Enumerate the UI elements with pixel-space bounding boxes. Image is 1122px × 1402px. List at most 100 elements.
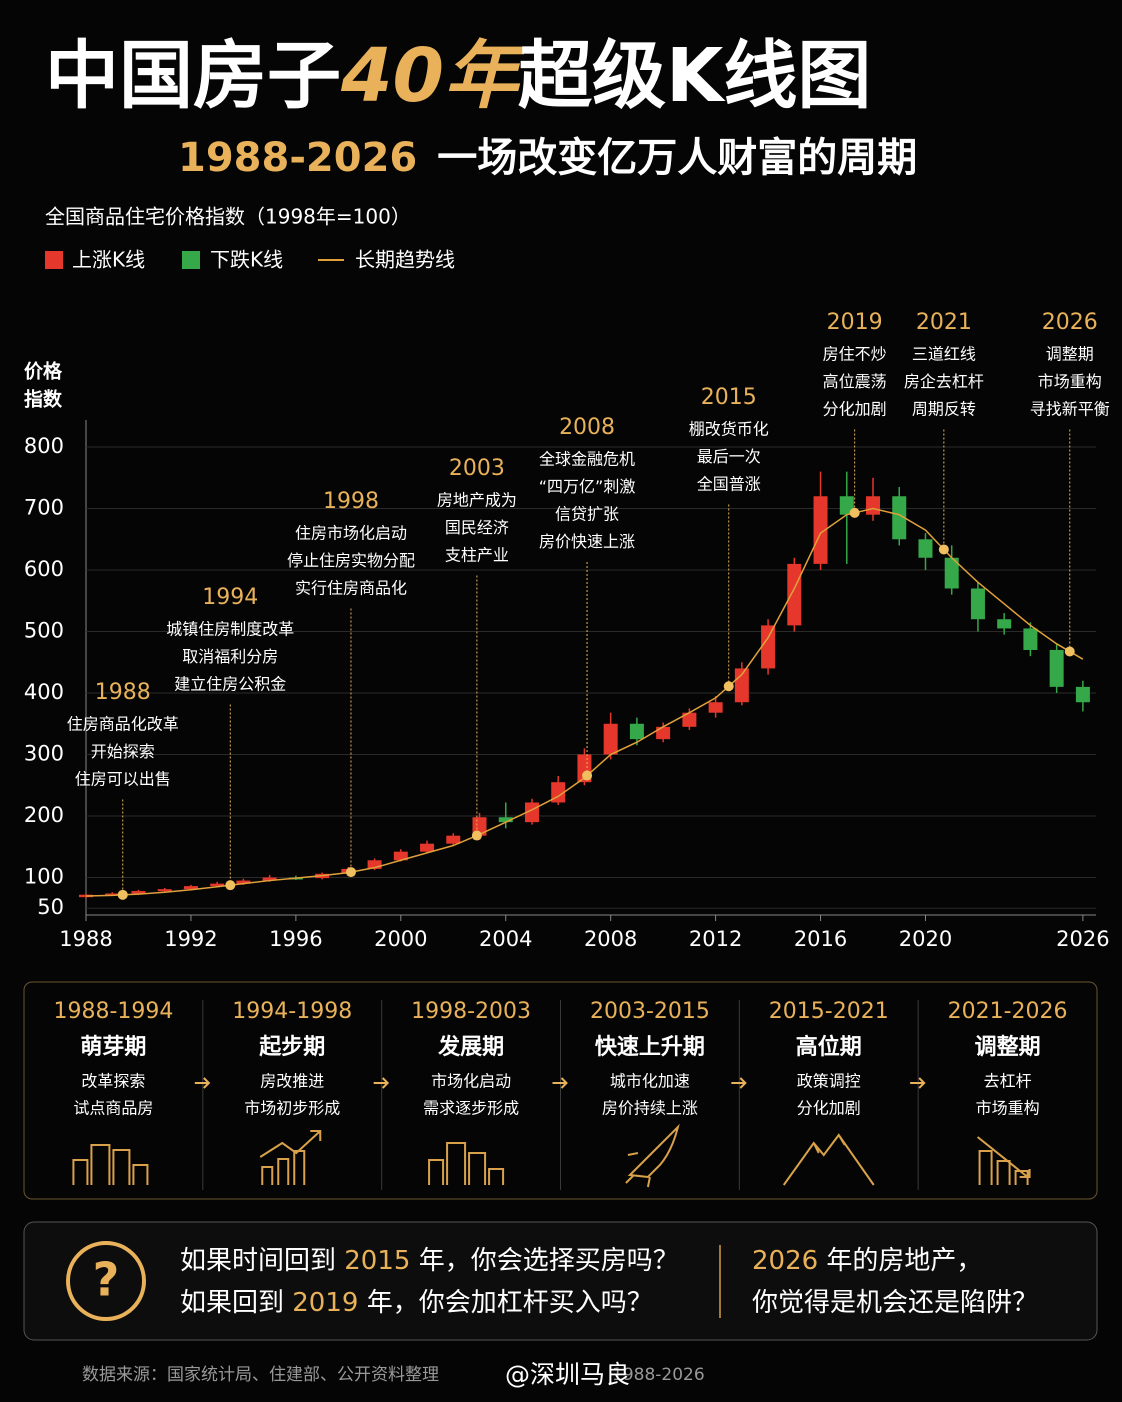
candle-body — [157, 889, 172, 892]
annotation-marker — [1064, 646, 1075, 657]
x-tick-label: 1988 — [59, 927, 112, 951]
phase-text: 市场初步形成 — [244, 1099, 340, 1118]
question-text: 如果时间回到 — [180, 1246, 344, 1276]
annotation-year: 2021 — [916, 310, 972, 335]
annotation-text: 棚改货币化 — [689, 420, 769, 439]
annotation-text: 寻找新平衡 — [1030, 400, 1110, 419]
annotation-text: 建立住房公积金 — [174, 675, 286, 694]
annotation-text: 取消福利分房 — [182, 647, 278, 666]
annotation-text: 全球金融危机 — [539, 450, 635, 469]
question-highlight: 2026 — [752, 1246, 818, 1276]
annotation-text: 住房商品化改革 — [67, 715, 179, 734]
annotation-marker — [723, 681, 734, 692]
annotation-text: 信贷扩张 — [555, 505, 619, 524]
annotation-year: 2008 — [559, 415, 615, 440]
annotation-marker — [471, 830, 482, 841]
title-highlight: 40年 — [340, 33, 526, 119]
question-text: 年，你会选择买房吗？ — [410, 1246, 678, 1276]
candle-body — [997, 619, 1012, 629]
y-tick-label: 700 — [24, 496, 64, 520]
annotation-text: 周期反转 — [912, 400, 976, 419]
candle-body — [787, 563, 802, 626]
y-tick-label: 100 — [24, 864, 64, 888]
phase-range: 1988-1994 — [53, 999, 173, 1024]
x-tick-label: 1996 — [269, 927, 322, 951]
watermark: @深圳马良 — [505, 1360, 630, 1389]
annotation-text: 调整期 — [1046, 345, 1094, 364]
footer-source: 数据来源：国家统计局、住建部、公开资料整理 — [82, 1365, 439, 1385]
candle-body — [131, 891, 146, 894]
candle-body — [183, 886, 198, 890]
phase-text: 政策调控 — [797, 1072, 861, 1091]
phase-name: 调整期 — [975, 1034, 1041, 1060]
annotation-text: 支柱产业 — [445, 546, 509, 565]
annotation-text: 最后一次 — [697, 447, 761, 466]
phase-icon — [625, 1123, 680, 1188]
candle-body — [970, 588, 985, 620]
title-part: 超级K线图 — [518, 33, 871, 119]
annotation-text: 三道红线 — [912, 345, 976, 364]
question-line: 如果时间回到 2015 年，你会选择买房吗？ — [180, 1246, 679, 1276]
candle-body — [656, 726, 671, 740]
annotation-text: 城镇住房制度改革 — [166, 620, 294, 639]
candle-body — [367, 860, 382, 869]
subtitle-text: 一场改变亿万人财富的周期 — [437, 135, 917, 181]
annotation-year: 2026 — [1042, 310, 1098, 335]
question-panel — [23, 1221, 1098, 1341]
title-part: 中国房子 — [45, 33, 341, 119]
annotation-text: 实行住房商品化 — [295, 579, 407, 598]
annotation-text: 市场重构 — [1038, 372, 1102, 391]
phase-text: 房价持续上涨 — [602, 1099, 698, 1118]
phase-icon — [976, 1136, 1031, 1185]
phase-name: 高位期 — [796, 1034, 862, 1060]
x-tick-label: 2012 — [689, 927, 742, 951]
annotation-text: 开始探索 — [91, 742, 155, 761]
phase-icon — [782, 1133, 875, 1186]
y-tick-label: 200 — [24, 803, 64, 827]
candle-body — [393, 851, 408, 861]
x-tick-label: 2000 — [374, 927, 427, 951]
y-label: 价格 — [24, 360, 63, 383]
candle-body — [918, 539, 933, 558]
y-tick-label: 500 — [24, 619, 64, 643]
annotation-text: 住房可以出售 — [75, 770, 171, 789]
phase-text: 需求逐步形成 — [423, 1099, 519, 1118]
phase-range: 1998-2003 — [411, 999, 531, 1024]
candle-body — [892, 496, 907, 540]
candle-body — [105, 893, 120, 896]
phase-arrow — [194, 1077, 211, 1089]
annotation-text: 房企去杠杆 — [904, 372, 984, 391]
footer-years: 1988-2026 — [612, 1365, 705, 1385]
annotation-year: 2003 — [449, 456, 505, 481]
question-highlight: 2015 — [344, 1246, 410, 1276]
phase-text: 去杠杆 — [984, 1072, 1032, 1091]
phase-range: 2003-2015 — [590, 999, 710, 1024]
candle-body — [236, 880, 251, 884]
annotation-marker — [117, 889, 128, 900]
question-highlight: 2019 — [292, 1288, 358, 1318]
legend-label: 上涨K线 — [72, 248, 145, 272]
annotation-text: 房价快速上涨 — [539, 532, 635, 551]
legend-swatch — [182, 251, 200, 269]
phase-text: 房改推进 — [260, 1072, 324, 1091]
annotation-marker — [345, 867, 356, 878]
candle-body — [682, 712, 697, 727]
x-tick-label: 2020 — [899, 927, 952, 951]
phase-arrow — [910, 1077, 926, 1089]
annotation-text: 停止住房实物分配 — [287, 551, 415, 570]
y-tick-label: 600 — [24, 557, 64, 581]
candle-body — [761, 625, 776, 669]
annotation-marker — [938, 544, 949, 555]
y-tick-label: 400 — [24, 680, 64, 704]
candle-body — [603, 723, 618, 755]
candle-body — [498, 817, 513, 823]
phase-name: 快速上升期 — [595, 1034, 705, 1060]
candle-body — [629, 723, 644, 740]
candle-body — [446, 835, 461, 844]
annotation-text: 房住不炒 — [823, 345, 887, 364]
y-label: 指数 — [24, 388, 63, 411]
candle-body — [708, 702, 723, 713]
annotation-text: 住房市场化启动 — [295, 524, 407, 543]
question-line: 2026 年的房地产， — [752, 1246, 982, 1276]
